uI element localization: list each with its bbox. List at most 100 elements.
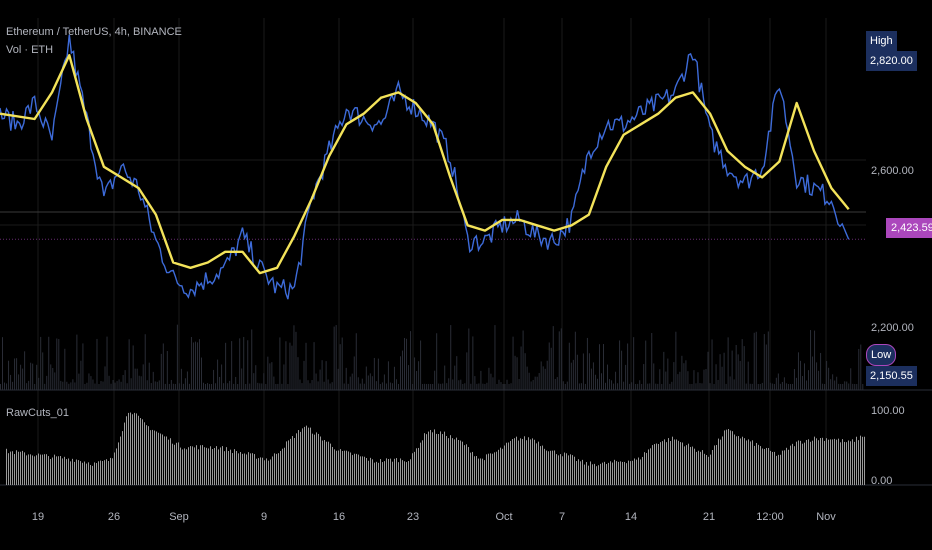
histogram-bar-312 bbox=[630, 461, 631, 485]
volume-bar-207 bbox=[416, 370, 418, 390]
volume-bar-353 bbox=[709, 383, 711, 390]
histogram-bar-127 bbox=[260, 457, 261, 485]
histogram-bar-328 bbox=[662, 441, 663, 485]
volume-bar-173 bbox=[347, 383, 349, 390]
volume-bar-156 bbox=[313, 342, 315, 390]
histogram-bar-381 bbox=[768, 447, 769, 485]
histogram-bar-284 bbox=[574, 456, 575, 485]
high-tag-value: 2,820.00 bbox=[866, 51, 917, 71]
volume-bar-160 bbox=[321, 360, 323, 390]
volume-bar-48 bbox=[96, 338, 98, 390]
volume-bar-258 bbox=[518, 378, 520, 390]
histogram-bar-234 bbox=[474, 456, 475, 485]
volume-bar-305 bbox=[613, 383, 615, 390]
histogram-bar-233 bbox=[472, 451, 473, 485]
histogram-bar-320 bbox=[646, 452, 647, 485]
histogram-bar-294 bbox=[594, 463, 595, 485]
volume-bar-62 bbox=[124, 370, 126, 390]
histogram-bar-330 bbox=[666, 442, 667, 485]
volume-bar-98 bbox=[196, 342, 198, 390]
volume-bar-43 bbox=[86, 382, 88, 390]
histogram-bar-215 bbox=[436, 433, 437, 485]
volume-bar-9 bbox=[18, 374, 20, 390]
volume-bar-112 bbox=[225, 342, 227, 390]
volume-bar-372 bbox=[747, 361, 749, 390]
histogram-bar-12 bbox=[30, 454, 31, 485]
volume-bar-361 bbox=[725, 383, 727, 390]
histogram-bar-264 bbox=[534, 439, 535, 485]
volume-bar-210 bbox=[422, 383, 424, 390]
histogram-bar-98 bbox=[202, 445, 203, 485]
volume-bar-226 bbox=[454, 365, 456, 390]
histogram-bar-79 bbox=[164, 436, 165, 485]
histogram-bar-258 bbox=[522, 438, 523, 485]
volume-bar-396 bbox=[795, 377, 797, 390]
volume-bar-81 bbox=[162, 343, 164, 390]
histogram-bar-63 bbox=[132, 414, 133, 485]
volume-bar-204 bbox=[410, 331, 412, 390]
histogram-bar-92 bbox=[190, 446, 191, 485]
histogram-bar-428 bbox=[862, 436, 863, 485]
volume-bar-363 bbox=[729, 376, 731, 390]
volume-bar-142 bbox=[285, 341, 287, 390]
histogram-bar-54 bbox=[114, 452, 115, 485]
volume-bar-302 bbox=[607, 364, 609, 390]
volume-bar-261 bbox=[524, 353, 526, 390]
volume-bar-384 bbox=[771, 383, 773, 390]
volume-bar-269 bbox=[540, 361, 542, 390]
volume-bar-322 bbox=[647, 383, 649, 390]
volume-bar-146 bbox=[293, 325, 295, 390]
volume-bar-287 bbox=[576, 354, 578, 390]
histogram-bar-366 bbox=[738, 436, 739, 485]
volume-bar-18 bbox=[36, 364, 38, 390]
histogram-bar-153 bbox=[312, 433, 313, 485]
volume-bar-231 bbox=[464, 383, 466, 390]
histogram-bar-39 bbox=[84, 461, 85, 485]
histogram-bar-77 bbox=[160, 433, 161, 485]
volume-bar-224 bbox=[450, 325, 452, 390]
volume-bar-155 bbox=[311, 380, 313, 390]
volume-bar-162 bbox=[325, 361, 327, 390]
volume-bar-36 bbox=[72, 379, 74, 390]
histogram-bar-324 bbox=[654, 444, 655, 485]
volume-bar-246 bbox=[494, 325, 496, 390]
histogram-bar-101 bbox=[208, 448, 209, 485]
histogram-bar-175 bbox=[356, 453, 357, 485]
volume-bar-216 bbox=[434, 370, 436, 390]
chart-title: Ethereum / TetherUS, 4h, BINANCE bbox=[6, 26, 182, 38]
volume-bar-278 bbox=[558, 331, 560, 390]
volume-bar-425 bbox=[854, 383, 856, 390]
volume-bar-327 bbox=[657, 383, 659, 390]
histogram-bar-108 bbox=[222, 446, 223, 485]
histogram-bar-425 bbox=[856, 436, 857, 485]
histogram-bar-128 bbox=[262, 457, 263, 485]
volume-bar-111 bbox=[223, 383, 225, 390]
time-tick-label-0: 19 bbox=[32, 511, 44, 523]
volume-bar-323 bbox=[649, 383, 651, 390]
histogram-bar-279 bbox=[564, 452, 565, 485]
histogram-bar-60 bbox=[126, 416, 127, 485]
price-series-line bbox=[0, 34, 850, 300]
histogram-bar-306 bbox=[618, 461, 619, 485]
volume-bar-326 bbox=[655, 383, 657, 390]
volume-bar-209 bbox=[420, 340, 422, 390]
histogram-bar-412 bbox=[830, 439, 831, 485]
histogram-bar-187 bbox=[380, 459, 381, 485]
volume-bar-256 bbox=[514, 355, 516, 390]
volume-bar-102 bbox=[205, 383, 207, 390]
histogram-bar-321 bbox=[648, 449, 649, 485]
histogram-bar-213 bbox=[432, 432, 433, 485]
histogram-bar-355 bbox=[716, 445, 717, 485]
volume-bar-352 bbox=[707, 351, 709, 390]
histogram-bar-251 bbox=[508, 442, 509, 485]
volume-bar-117 bbox=[235, 376, 237, 390]
volume-label: Vol · ETH bbox=[6, 44, 54, 56]
histogram-bar-103 bbox=[212, 449, 213, 485]
volume-bar-167 bbox=[335, 325, 337, 390]
volume-bar-211 bbox=[424, 383, 426, 390]
histogram-bar-304 bbox=[614, 459, 615, 485]
volume-bar-143 bbox=[287, 383, 289, 390]
volume-bar-166 bbox=[333, 326, 335, 390]
histogram-bar-345 bbox=[696, 451, 697, 485]
volume-bar-137 bbox=[275, 383, 277, 390]
